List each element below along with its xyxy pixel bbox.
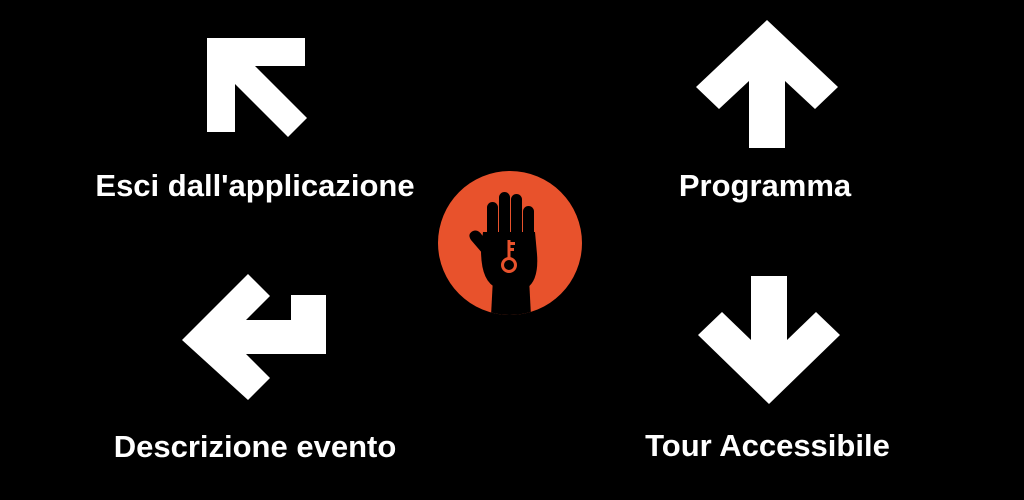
arrow-down-icon: [698, 276, 840, 404]
accessible-tour-option[interactable]: Tour Accessibile: [620, 268, 915, 473]
program-option[interactable]: Programma: [640, 12, 890, 212]
accessible-tour-label: Tour Accessibile: [645, 428, 890, 463]
arrow-up-icon: [696, 20, 838, 148]
arrow-up-left-icon: [207, 38, 307, 137]
event-description-option[interactable]: Descrizione evento: [80, 265, 430, 475]
arrow-return-left-icon: [182, 274, 326, 400]
exit-app-option[interactable]: Esci dall'applicazione: [70, 25, 440, 215]
event-description-label: Descrizione evento: [113, 429, 397, 464]
hand-key-logo-icon: [438, 171, 582, 315]
exit-app-label: Esci dall'applicazione: [95, 168, 415, 203]
program-label: Programma: [678, 168, 852, 203]
